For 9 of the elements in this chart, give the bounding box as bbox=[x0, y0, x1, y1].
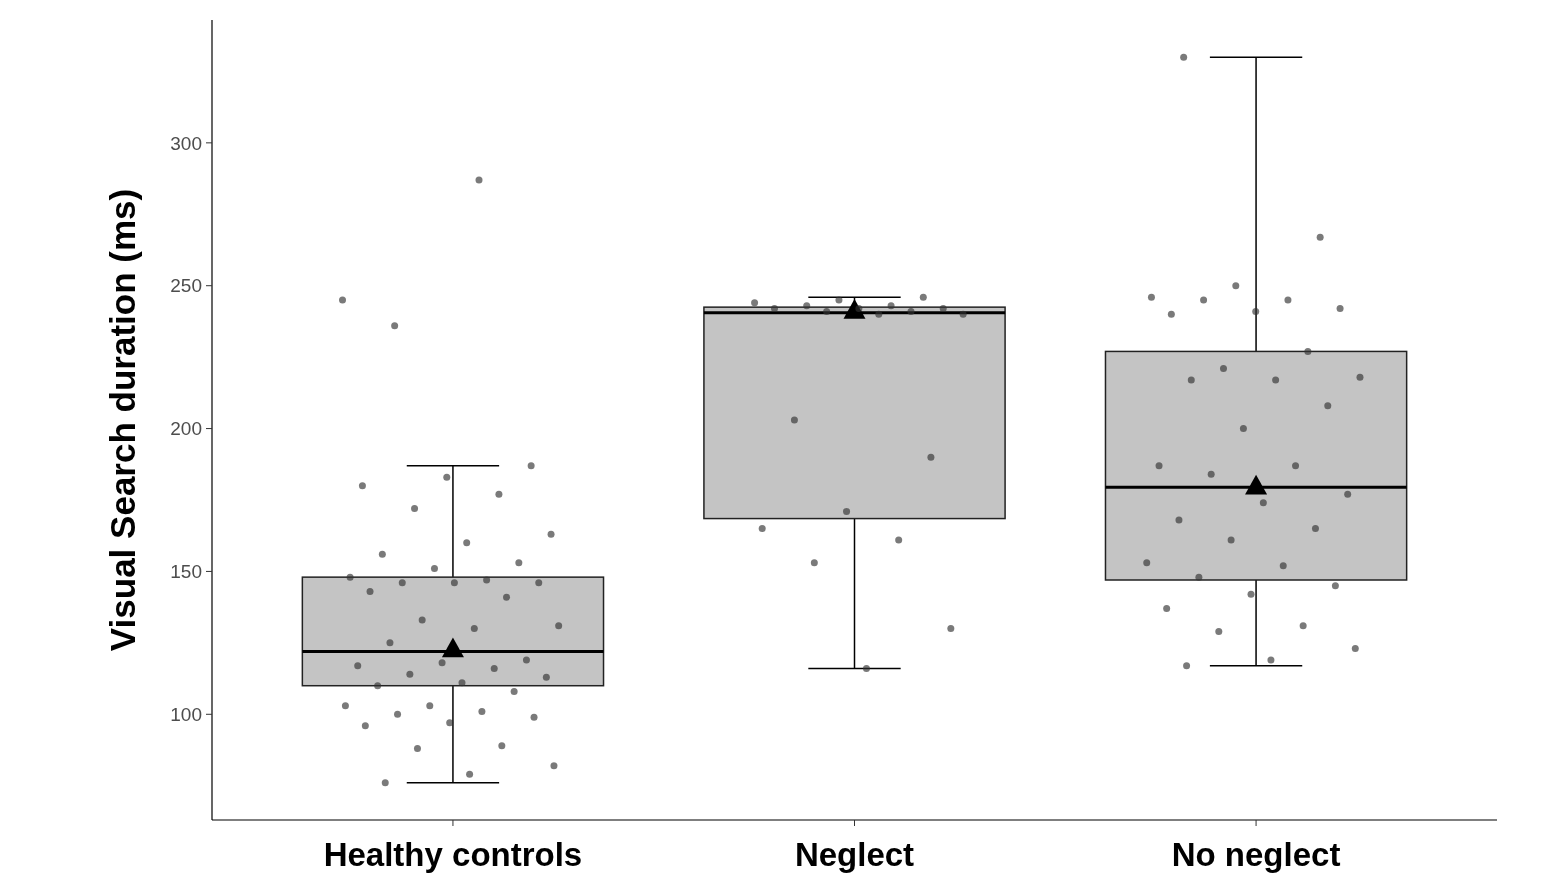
x-tick-label: Healthy controls bbox=[323, 836, 583, 873]
y-axis-title: Visual Search duration (ms) bbox=[103, 188, 142, 652]
y-tick-label: 150 bbox=[170, 561, 202, 583]
y-tick-label: 300 bbox=[170, 132, 202, 154]
y-tick-label: 250 bbox=[170, 275, 202, 297]
x-tick-label: No neglect bbox=[1171, 836, 1341, 873]
y-tick-label: 200 bbox=[170, 418, 202, 440]
x-tick-label: Neglect bbox=[794, 836, 915, 873]
y-tick-label: 100 bbox=[170, 703, 202, 725]
